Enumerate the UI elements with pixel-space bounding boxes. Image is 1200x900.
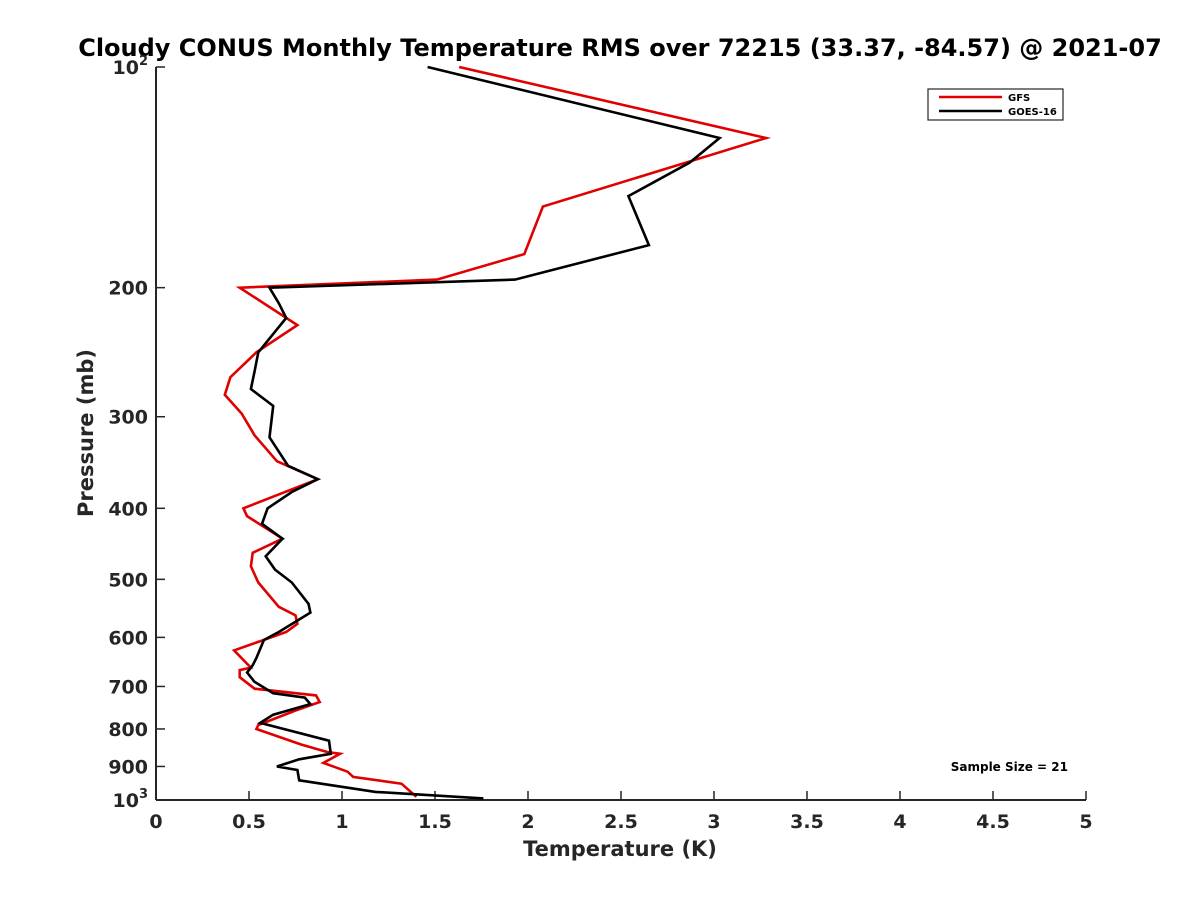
- x-tick-label: 1: [335, 811, 348, 833]
- y-tick-label: 600: [108, 627, 148, 649]
- y-tick-label: 500: [108, 569, 148, 591]
- y-tick-label: 300: [108, 407, 148, 429]
- y-tick-label-base: 10: [113, 790, 139, 812]
- y-tick-label: 400: [108, 498, 148, 520]
- y-tick-label: 700: [108, 676, 148, 698]
- series-line-goes-16: [245, 65, 723, 800]
- x-tick-label: 4.5: [976, 811, 1010, 833]
- x-tick-label: 4: [893, 811, 906, 833]
- legend-box: [927, 88, 1064, 121]
- y-axis-label: Pressure (mb): [74, 349, 98, 517]
- x-tick-label: 0.5: [232, 811, 266, 833]
- legend: GFS GOES-16: [927, 88, 1064, 121]
- x-tick-label: 2: [521, 811, 534, 833]
- sample-size-annotation: Sample Size = 21: [951, 760, 1068, 774]
- series-layer: [223, 65, 772, 800]
- x-axis-label: Temperature (K): [523, 837, 717, 861]
- legend-label-gfs: GFS: [1008, 93, 1030, 104]
- x-tick-label: 2.5: [604, 811, 638, 833]
- y-tick-label-exponent: 2: [139, 54, 148, 69]
- y-tick-label: 102: [113, 54, 149, 79]
- x-axis-ticks: 0 0.5 1 1.5 2 2.5 3 3.5 4 4.5 5: [149, 791, 1093, 833]
- x-tick-label: 3.5: [790, 811, 824, 833]
- x-tick-label: 3: [707, 811, 720, 833]
- y-tick-label-exponent: 3: [139, 787, 148, 802]
- x-tick-label: 1.5: [418, 811, 452, 833]
- y-tick-label: 900: [108, 756, 148, 778]
- x-tick-label: 0: [149, 811, 162, 833]
- legend-label-goes-16: GOES-16: [1008, 107, 1057, 118]
- chart-title: Cloudy CONUS Monthly Temperature RMS ove…: [78, 34, 1162, 62]
- y-tick-label: 103: [113, 787, 149, 812]
- y-tick-label: 800: [108, 719, 148, 741]
- y-tick-label: 200: [108, 278, 148, 300]
- y-tick-label-base: 10: [113, 57, 139, 79]
- x-tick-label: 5: [1079, 811, 1092, 833]
